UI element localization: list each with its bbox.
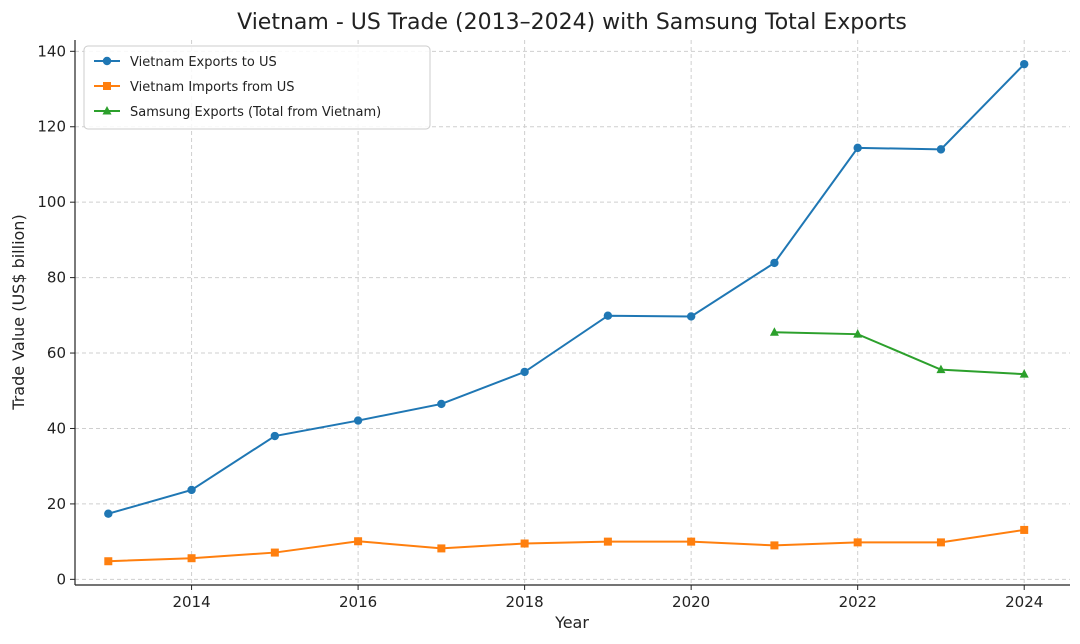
data-point bbox=[520, 367, 529, 377]
legend-box bbox=[83, 45, 431, 130]
x-tick-label: 2016 bbox=[339, 593, 377, 611]
data-point bbox=[853, 143, 862, 153]
y-axis-label: Trade Value (US$ billion) bbox=[9, 214, 28, 410]
data-point bbox=[1020, 59, 1029, 69]
legend: Vietnam Exports to US Vietnam Imports fro… bbox=[83, 45, 431, 130]
x-tick-label: 2018 bbox=[506, 593, 544, 611]
data-point bbox=[770, 258, 779, 268]
y-tick-label: 20 bbox=[47, 495, 66, 513]
data-point bbox=[104, 557, 113, 566]
legend-marker bbox=[102, 106, 112, 115]
data-point bbox=[853, 329, 863, 338]
series-layer bbox=[104, 59, 1029, 566]
y-tick-label: 40 bbox=[47, 419, 66, 437]
data-point bbox=[354, 537, 363, 546]
data-point bbox=[187, 554, 196, 563]
x-tick-label: 2024 bbox=[1005, 593, 1043, 611]
series-line bbox=[108, 528, 1025, 563]
x-axis-label: Year bbox=[554, 613, 589, 632]
data-point bbox=[769, 327, 779, 336]
data-point bbox=[437, 544, 446, 553]
legend-item: Samsung Exports (Total from Vietnam) bbox=[94, 105, 381, 120]
x-tick-label: 2022 bbox=[839, 593, 877, 611]
series-line bbox=[774, 331, 1025, 376]
data-point bbox=[104, 509, 113, 518]
data-point bbox=[936, 364, 946, 374]
y-tick-label: 60 bbox=[47, 344, 66, 362]
data-point bbox=[1020, 525, 1029, 534]
data-point bbox=[936, 145, 946, 154]
x-tick-label: 2020 bbox=[672, 593, 710, 611]
data-point bbox=[853, 538, 862, 547]
chart-title: Vietnam - US Trade (2013–2024) with Sams… bbox=[237, 10, 907, 35]
data-point bbox=[686, 312, 696, 321]
data-point bbox=[353, 416, 363, 425]
data-point bbox=[1019, 369, 1029, 378]
legend-item: Vietnam Exports to US bbox=[94, 55, 277, 70]
data-point bbox=[770, 541, 779, 550]
series-0 bbox=[104, 59, 1029, 518]
legend-item: Vietnam Imports from US bbox=[94, 80, 295, 95]
data-point bbox=[270, 431, 280, 441]
y-tick-label: 0 bbox=[56, 570, 66, 588]
y-tick-label: 140 bbox=[37, 42, 66, 60]
legend-label: Vietnam Imports from US bbox=[130, 80, 295, 95]
x-tick-label: 2014 bbox=[172, 593, 210, 611]
series-1 bbox=[104, 525, 1029, 566]
legend-marker bbox=[103, 82, 111, 90]
legend-label: Vietnam Exports to US bbox=[130, 55, 277, 70]
data-point bbox=[936, 538, 945, 547]
legend-marker bbox=[102, 56, 112, 66]
y-tick-label: 80 bbox=[47, 269, 66, 287]
data-point bbox=[603, 537, 612, 546]
y-tick-label: 120 bbox=[37, 118, 66, 136]
y-tick-label: 100 bbox=[37, 193, 66, 211]
data-point bbox=[270, 548, 279, 557]
series-2 bbox=[769, 327, 1029, 378]
data-point bbox=[687, 537, 696, 546]
legend-label: Samsung Exports (Total from Vietnam) bbox=[130, 105, 381, 120]
axes: 2014 2016 2018 2020 2022 2024 0 20 40 60 80 100 120 1… bbox=[37, 40, 1070, 611]
series-line bbox=[108, 63, 1025, 515]
data-point bbox=[187, 485, 196, 495]
data-point bbox=[520, 539, 529, 548]
data-point bbox=[603, 311, 613, 320]
data-point bbox=[437, 399, 446, 409]
